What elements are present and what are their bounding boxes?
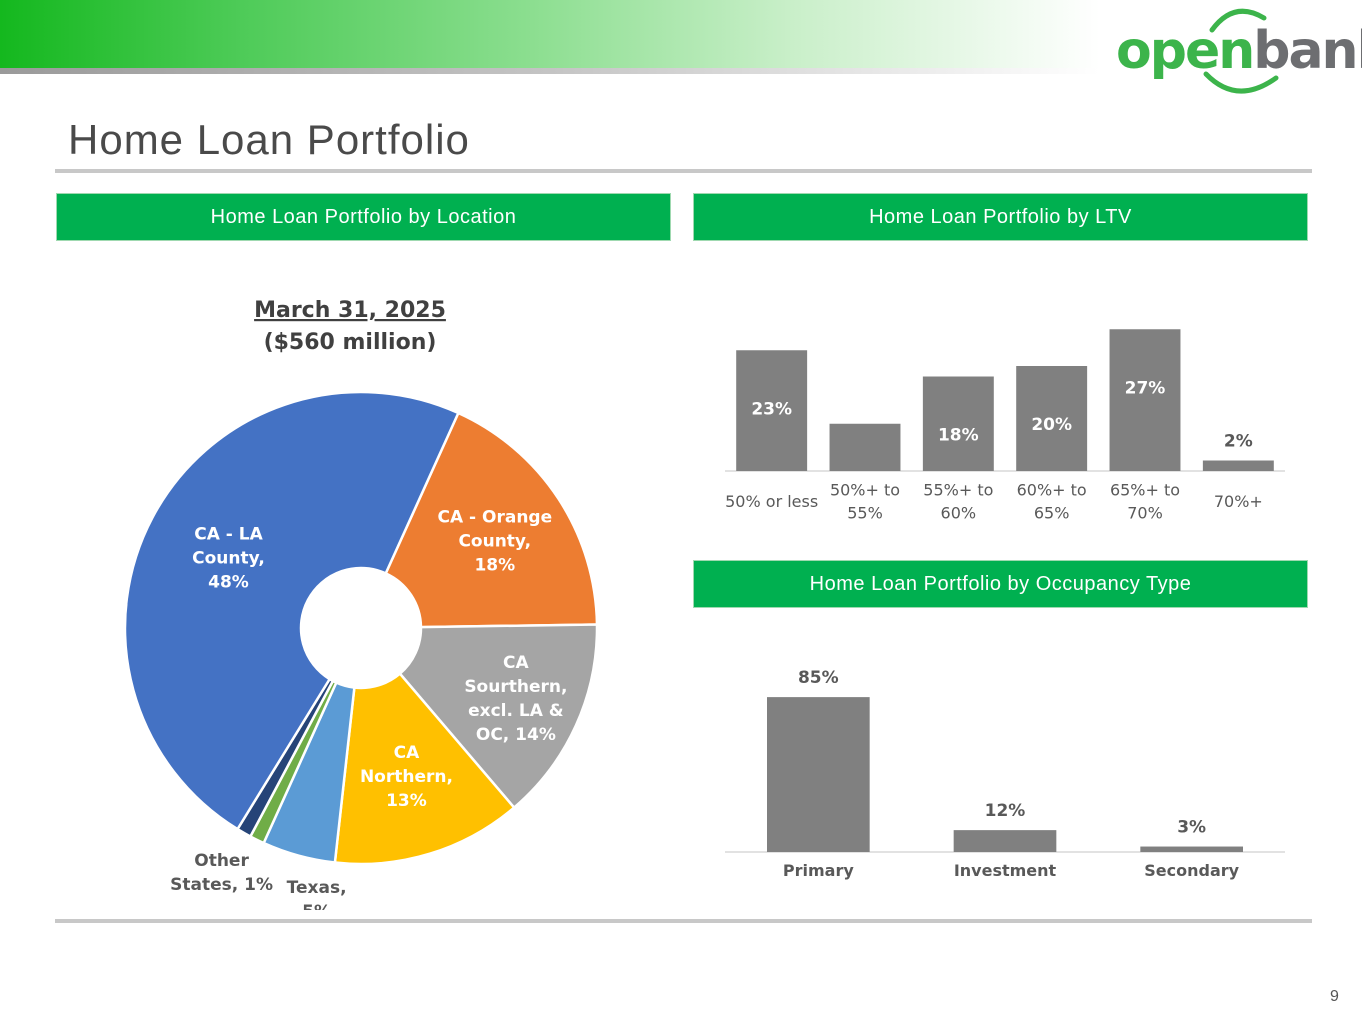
pie-slice [398,623,599,810]
header-gradient-band [0,0,1100,68]
bar [1016,366,1088,471]
category-tick-label: Investment [954,861,1057,880]
bar [829,423,901,471]
pie-slice [384,411,599,629]
section-header-occupancy: Home Loan Portfolio by Occupancy Type [693,560,1308,608]
occupancy-bar-chart: 85% Primary 12% Investment 3% Secondary [725,668,1285,880]
bar-value-label: 9% [851,473,880,493]
page-title: Home Loan Portfolio [68,116,470,163]
pie-subtitle: ($560 million) [264,330,437,355]
category-tick-label: Primary [783,861,854,880]
bar-value-label: 3% [1177,818,1206,838]
bar [1140,846,1243,852]
pie-slice-label: CA Sourthern, excl. LA & OC, 14% [464,653,567,745]
section-header-ltv: Home Loan Portfolio by LTV [693,193,1308,241]
bar [953,830,1057,852]
category-tick-label: Secondary [1144,861,1239,880]
pie-slice-label: CA - LA County, 48% [192,525,265,593]
bar-value-label: 85% [798,668,839,688]
openbank-logo: openbank [1116,8,1362,94]
pie-slice-label: CA - Orange County, 18% [437,507,552,575]
title-divider [55,169,1312,173]
pie-slice [333,671,516,866]
bar-value-label: 20% [1031,415,1072,435]
category-tick-label: 65%+ to 70% [1110,481,1180,523]
bar-value-label: 23% [751,399,792,419]
category-tick-label: 50%+ to 55% [830,481,900,523]
pie-title: March 31, 2025 [254,298,446,323]
category-tick-label: 50% or less [725,492,818,511]
bar [767,697,870,852]
bar [1202,460,1274,471]
bar [922,376,994,471]
logo-top-arc [1209,8,1267,33]
logo-text-open: open [1116,21,1253,81]
pie-slice [123,390,460,831]
logo-text-bank: bank [1253,21,1362,81]
svg-text:openbank: openbank [1116,21,1362,81]
category-tick-label: 70%+ [1214,492,1263,511]
page-number: 9 [1330,988,1339,1005]
pie-slice-label: Other States, 1% [170,851,273,895]
pie-slice-label: Texas,5% [287,878,347,910]
bar [736,350,808,471]
category-tick-label: 60%+ to 65% [1017,481,1087,523]
location-donut-chart: March 31, 2025 ($560 million) CA - Orange C… [123,298,599,910]
section-header-location: Home Loan Portfolio by Location [56,193,671,241]
bar-value-label: 12% [985,801,1026,821]
bottom-divider [55,919,1312,923]
logo-bottom-arc [1203,71,1279,94]
bar [1109,329,1181,471]
bar-value-label: 2% [1224,432,1253,452]
category-tick-label: 55%+ to 60% [923,481,993,523]
pie-slice-label: CA Northern, 13% [360,743,453,811]
header-band-shadow [0,68,1100,74]
bar-value-label: 18% [938,426,979,446]
bar-value-label: 27% [1125,378,1166,398]
ltv-bar-chart: 23% 50% or less 9%50%+ to 55% 18% 55%+ to 60% 2… [725,329,1285,523]
